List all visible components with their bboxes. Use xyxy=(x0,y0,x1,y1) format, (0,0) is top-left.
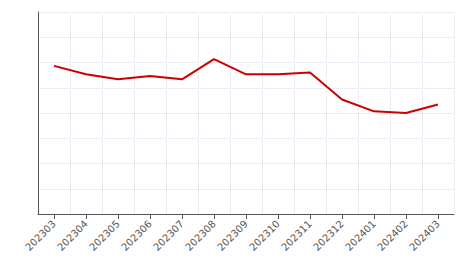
svg-text:202304: 202304 xyxy=(55,218,90,253)
svg-text:202310: 202310 xyxy=(247,218,282,253)
svg-text:202309: 202309 xyxy=(215,218,250,253)
svg-text:202401: 202401 xyxy=(343,218,378,253)
svg-text:202311: 202311 xyxy=(279,218,314,253)
svg-text:202308: 202308 xyxy=(183,218,218,253)
svg-text:202403: 202403 xyxy=(407,218,442,253)
svg-text:202307: 202307 xyxy=(151,218,186,253)
svg-text:202402: 202402 xyxy=(375,218,410,253)
svg-text:202305: 202305 xyxy=(87,218,122,253)
svg-text:202303: 202303 xyxy=(23,218,58,253)
svg-text:202312: 202312 xyxy=(311,218,346,253)
svg-text:202306: 202306 xyxy=(119,218,154,253)
